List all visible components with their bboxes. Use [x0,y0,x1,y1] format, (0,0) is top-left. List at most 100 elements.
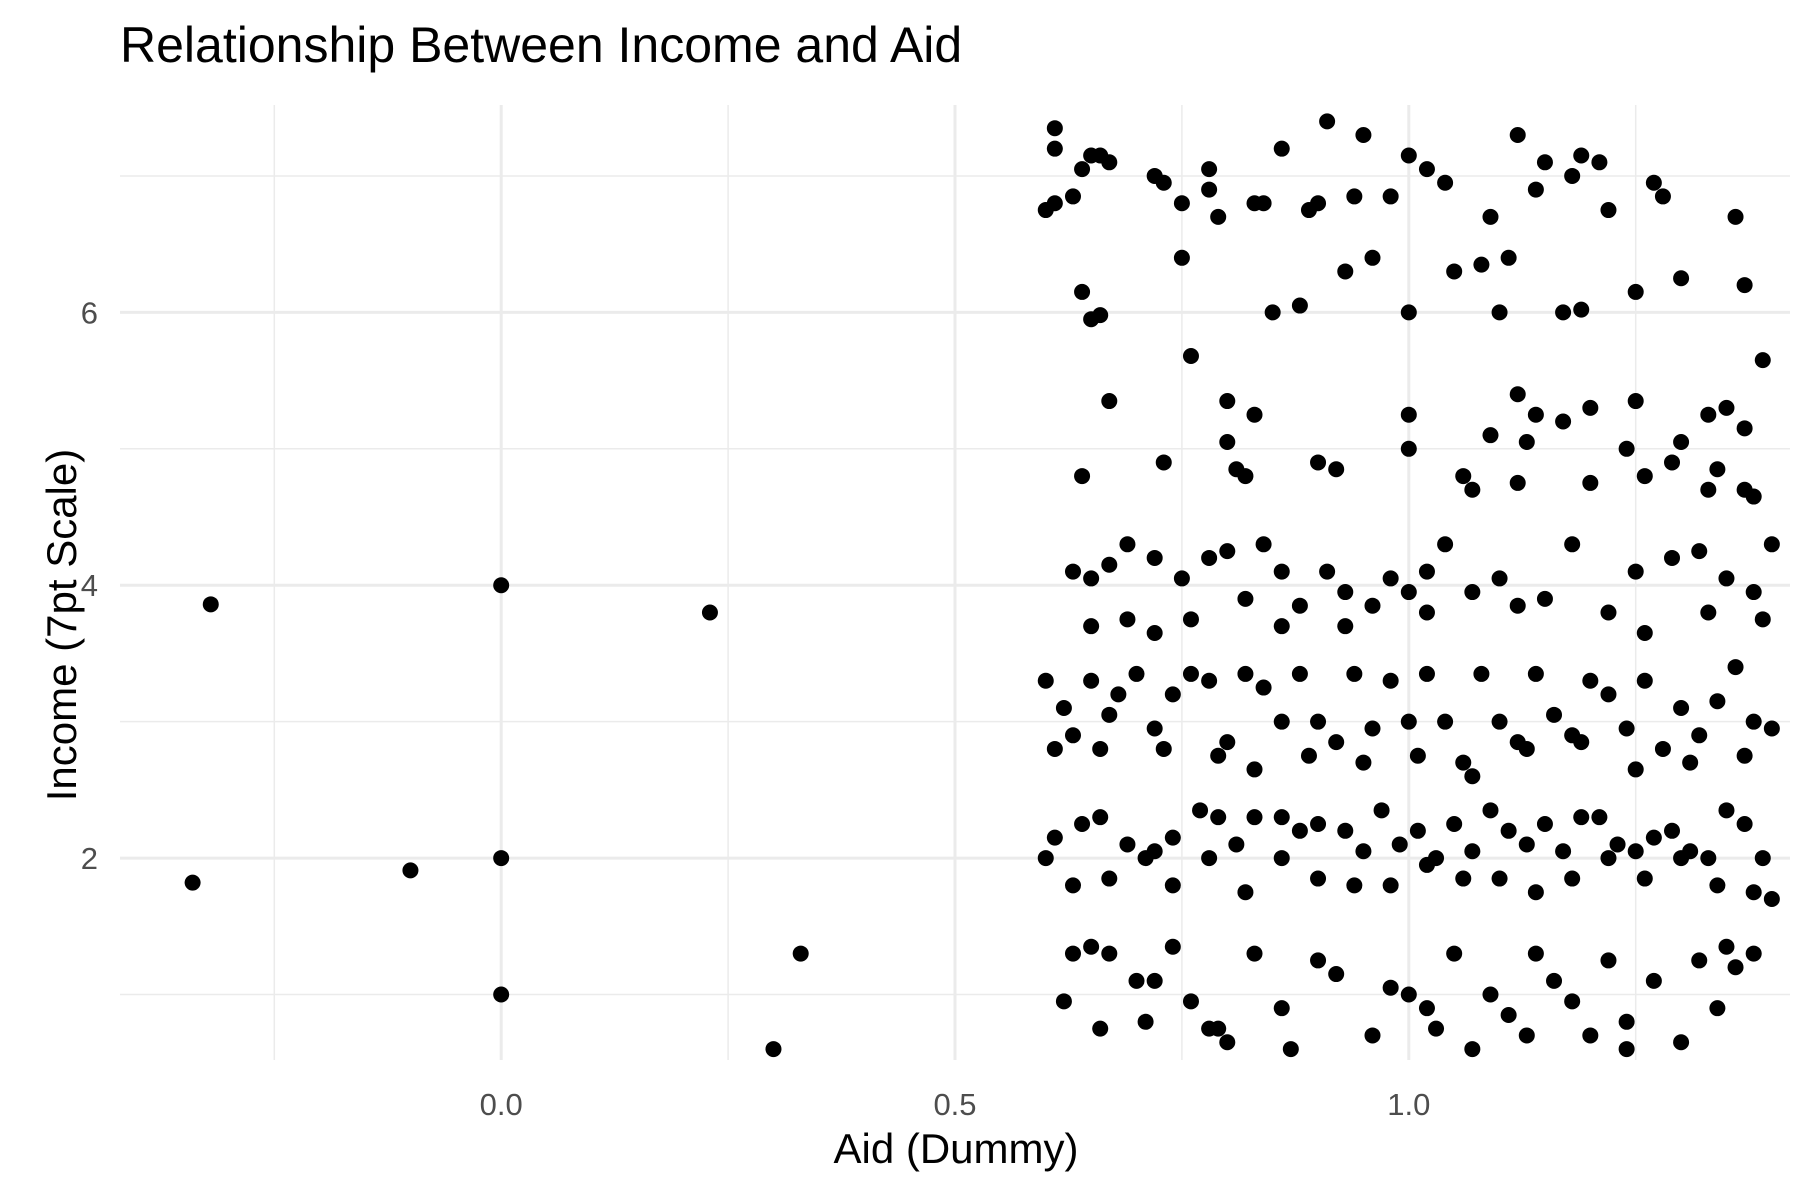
data-point [765,1041,782,1058]
data-point [1527,181,1544,198]
data-point [1046,195,1063,212]
data-point [1473,256,1490,273]
data-point [1482,427,1499,444]
data-point [1691,952,1708,969]
x-tick-label: 1.0 [1387,1087,1430,1122]
data-point [1536,815,1553,832]
data-point [1128,665,1145,682]
data-point [1673,270,1690,287]
data-point [1446,945,1463,962]
data-point [1591,154,1608,171]
data-point [1201,850,1218,867]
data-point [1745,584,1762,601]
data-point [1691,727,1708,744]
data-point [1355,754,1372,771]
data-point [1210,747,1227,764]
data-point [1346,188,1363,205]
data-point [1364,597,1381,614]
data-point [1636,468,1653,485]
data-point [1219,433,1236,450]
data-point [1618,1013,1635,1030]
data-point [1182,348,1199,365]
data-point [1500,1006,1517,1023]
data-point [1509,127,1526,144]
data-point [1636,870,1653,887]
data-point [1664,549,1681,566]
data-point [1328,966,1345,983]
data-point [1400,304,1417,321]
data-point [1173,195,1190,212]
data-point [1092,809,1109,826]
data-point [1255,679,1272,696]
data-point [1064,877,1081,894]
data-point [1636,624,1653,641]
data-point [1718,570,1735,587]
data-point [1409,822,1426,839]
data-point [1700,850,1717,867]
data-point [1437,713,1454,730]
data-point [1600,202,1617,219]
data-point [1319,113,1336,130]
data-point [1101,870,1118,887]
data-point [1564,536,1581,553]
data-point [1518,836,1535,853]
data-point [1155,454,1172,471]
data-point [184,874,201,891]
data-point [1518,740,1535,757]
data-point [1654,740,1671,757]
data-point [1064,563,1081,580]
data-point [1310,952,1327,969]
data-point [1210,809,1227,826]
data-point [1664,822,1681,839]
y-tick-label: 4 [81,568,98,603]
data-point [1491,870,1508,887]
data-point [1418,856,1435,873]
data-point [1736,277,1753,294]
data-point [1310,713,1327,730]
data-point [1101,706,1118,723]
data-point [792,945,809,962]
data-point [1745,488,1762,505]
data-point [1237,590,1254,607]
data-point [1055,700,1072,717]
data-point [1337,263,1354,280]
data-point [1192,802,1209,819]
data-point [1573,734,1590,751]
data-point [1037,672,1054,689]
data-point [1146,972,1163,989]
data-point [1536,590,1553,607]
data-point [1564,167,1581,184]
data-point [1128,972,1145,989]
data-point [1546,706,1563,723]
data-point [1164,877,1181,894]
data-point [1582,1027,1599,1044]
data-point [1273,1000,1290,1017]
data-point [1273,850,1290,867]
data-point [1673,700,1690,717]
data-point [1291,297,1308,314]
data-point [1518,433,1535,450]
data-point [1092,1020,1109,1037]
data-point [1455,754,1472,771]
data-point [1673,1034,1690,1051]
data-point [1101,393,1118,410]
data-point [1110,686,1127,703]
data-point [1101,945,1118,962]
data-point [1146,720,1163,737]
chart-title: Relationship Between Income and Aid [120,17,963,73]
data-point [1083,672,1100,689]
data-point [1509,474,1526,491]
data-point [1400,584,1417,601]
data-point [1173,249,1190,266]
data-point [1255,536,1272,553]
data-point [1400,440,1417,457]
data-point [1219,543,1236,560]
data-point [1418,563,1435,580]
data-point [1337,618,1354,635]
data-point [1564,993,1581,1010]
data-points [184,113,1780,1058]
data-point [1382,877,1399,894]
data-point [1418,665,1435,682]
data-point [1046,140,1063,157]
data-point [1709,877,1726,894]
